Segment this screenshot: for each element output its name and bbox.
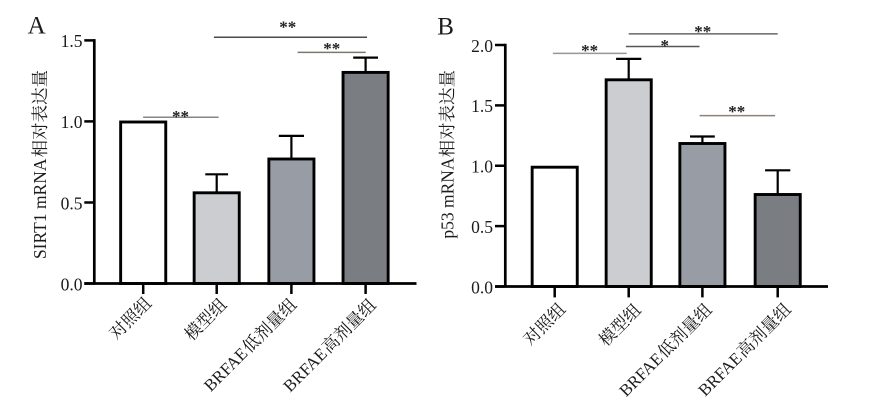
svg-text:**: ** xyxy=(323,39,340,58)
svg-text:0.0: 0.0 xyxy=(61,274,83,294)
svg-text:SIRT1 mRNA: SIRT1 mRNA xyxy=(30,158,50,259)
svg-text:B: B xyxy=(437,13,454,40)
svg-text:0.5: 0.5 xyxy=(61,193,83,213)
svg-text:2.0: 2.0 xyxy=(471,36,493,56)
svg-text:p53 mRNA: p53 mRNA xyxy=(437,157,457,239)
svg-text:1.5: 1.5 xyxy=(61,31,83,51)
svg-text:0.5: 0.5 xyxy=(471,217,493,237)
svg-text:**: ** xyxy=(728,102,745,121)
svg-text:**: ** xyxy=(581,41,598,60)
svg-text:1.5: 1.5 xyxy=(471,96,493,116)
svg-text:A: A xyxy=(28,13,46,40)
svg-text:*: * xyxy=(660,36,669,55)
svg-text:1.0: 1.0 xyxy=(61,112,83,132)
svg-text:**: ** xyxy=(694,22,711,41)
svg-text:1.0: 1.0 xyxy=(471,157,493,177)
svg-text:**: ** xyxy=(279,18,296,37)
svg-text:**: ** xyxy=(172,107,189,126)
svg-text:0.0: 0.0 xyxy=(471,277,493,297)
